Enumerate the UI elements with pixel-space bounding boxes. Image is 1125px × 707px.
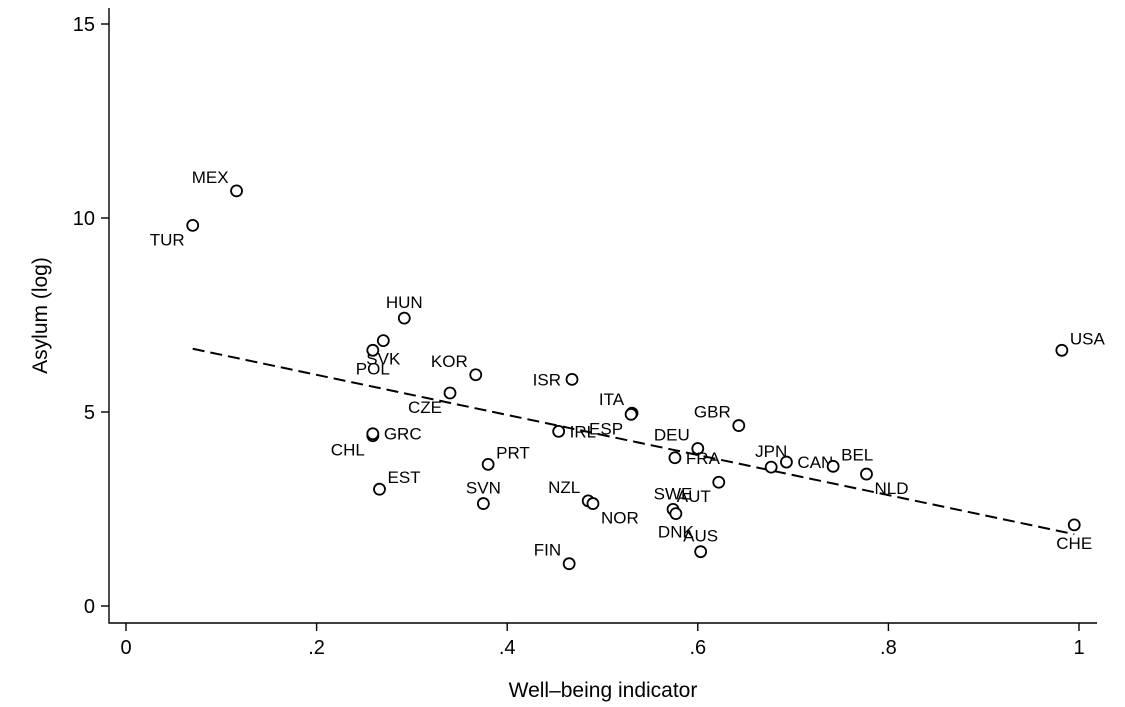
x-tick-label: .6: [689, 637, 706, 659]
data-point-bel: [826, 459, 840, 473]
point-label-svn: SVN: [466, 479, 501, 498]
data-point-fin: [562, 557, 576, 571]
point-label-ita: ITA: [599, 390, 625, 409]
point-label-mex: MEX: [192, 168, 229, 187]
point-label-est: EST: [387, 468, 420, 487]
point-label-tur: TUR: [150, 230, 185, 249]
point-label-che: CHE: [1056, 534, 1092, 553]
data-point-nor: [586, 497, 600, 510]
data-point-fra: [668, 451, 682, 465]
data-point-jpn: [764, 460, 778, 474]
data-point-che: [1067, 518, 1081, 532]
data-point-mex: [230, 184, 243, 198]
point-label-usa: USA: [1070, 329, 1106, 348]
point-label-cze: CZE: [408, 398, 442, 417]
data-point-can: [780, 455, 793, 469]
plot-axes: [108, 8, 1097, 624]
y-tick-label: 5: [84, 402, 95, 424]
data-point-pol: [366, 343, 380, 357]
point-label-kor: KOR: [431, 352, 468, 371]
point-label-can: CAN: [797, 453, 833, 472]
data-point-grc: [366, 427, 380, 441]
data-point-isr: [565, 373, 579, 386]
data-point-svn: [476, 497, 490, 510]
x-tick-label: .4: [499, 637, 516, 659]
point-label-dnk: DNK: [658, 523, 695, 542]
data-point-aut: [712, 475, 726, 489]
data-point-kor: [469, 368, 483, 382]
data-point-hun: [397, 311, 411, 325]
data-point-svk: [376, 334, 390, 348]
data-point-irl: [552, 424, 566, 438]
data-point-usa: [1055, 343, 1069, 357]
point-label-hun: HUN: [386, 293, 423, 312]
point-label-esp: ESP: [589, 419, 623, 438]
point-label-grc: GRC: [384, 425, 422, 444]
data-point-dnk: [669, 507, 683, 521]
point-label-fin: FIN: [534, 541, 561, 560]
point-label-aut: AUT: [677, 487, 711, 506]
point-label-isr: ISR: [533, 370, 561, 389]
y-tick-label: 15: [73, 14, 95, 36]
point-label-nzl: NZL: [548, 478, 580, 497]
data-point-gbr: [732, 419, 746, 432]
y-tick-label: 0: [84, 596, 95, 618]
x-tick-label: .2: [308, 637, 325, 659]
point-label-gbr: GBR: [694, 403, 731, 422]
fit-line-group: [192, 347, 1075, 536]
point-label-deu: DEU: [654, 425, 690, 444]
point-label-jpn: JPN: [755, 442, 787, 461]
x-tick-label: .8: [880, 637, 897, 659]
data-point-deu: [691, 442, 705, 455]
point-label-bel: BEL: [841, 445, 873, 464]
point-label-fra: FRA: [686, 449, 721, 468]
point-label-chl: CHL: [331, 441, 365, 460]
point-label-pol: POL: [356, 359, 390, 378]
x-tick-label: 1: [1073, 637, 1084, 659]
data-point-esp: [624, 407, 638, 421]
data-point-tur: [186, 218, 200, 232]
point-label-nor: NOR: [601, 509, 639, 528]
x-axis-title: Well–being indicator: [509, 679, 698, 702]
point-label-aus: AUS: [683, 527, 718, 546]
fit-line: [192, 347, 1075, 536]
data-point-est: [373, 482, 386, 496]
x-tick-label: 0: [120, 637, 131, 659]
y-axis-title: Asylum (log): [29, 257, 52, 374]
data-point-aus: [694, 545, 708, 559]
point-label-irl: IRL: [570, 422, 596, 441]
data-point-nld: [860, 467, 873, 481]
point-label-prt: PRT: [496, 443, 530, 462]
point-label-nld: NLD: [874, 479, 908, 498]
point-label-swe: SWE: [654, 484, 693, 503]
data-point-prt: [481, 457, 495, 471]
y-tick-label: 10: [73, 208, 95, 230]
data-point-cze: [443, 386, 457, 400]
